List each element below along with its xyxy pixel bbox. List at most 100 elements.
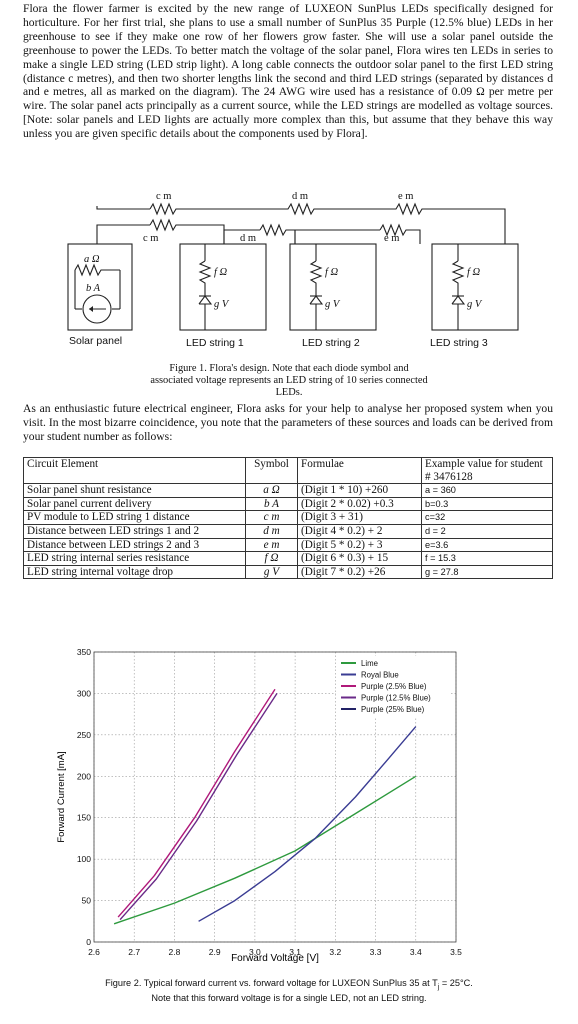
series-line-purple-12-5-blue- xyxy=(119,693,278,921)
forward-current-chart: 2.6 2.7 2.8 2.9 3.0 3.1 3.2 3.3 3.4 3.5 0 50 100 150 2… xyxy=(56,647,462,964)
cell-example: f = 15.3 xyxy=(421,551,553,566)
figure-2-caption-line2: Note that this forward voltage is for a … xyxy=(151,992,427,1003)
cell-element: Distance between LED strings 1 and 2 xyxy=(23,523,246,539)
cell-formula: (Digit 5 * 0.2) + 3 xyxy=(297,537,422,553)
legend-label: Lime xyxy=(361,659,378,668)
y-tick-label: 150 xyxy=(77,813,91,823)
label-led-string-1: LED string 1 xyxy=(186,337,244,349)
legend-label: Royal Blue xyxy=(361,671,399,680)
cell-formula: (Digit 3 + 31) xyxy=(297,510,422,525)
y-tick-label: 350 xyxy=(77,647,91,657)
label-led-string-2: LED string 2 xyxy=(302,337,360,349)
header-symbol: Symbol xyxy=(245,456,298,485)
table-row: Distance between LED strings 1 and 2 d m… xyxy=(23,523,553,539)
legend-label: Purple (12.5% Blue) xyxy=(361,694,431,703)
plot-frame xyxy=(93,651,457,943)
cell-formula: (Digit 7 * 0.2) +26 xyxy=(297,564,422,580)
label-e-bottom: e m xyxy=(384,233,399,244)
cell-element: Solar panel current delivery xyxy=(23,496,246,512)
table-row: Solar panel shunt resistance a Ω (Digit … xyxy=(23,483,553,498)
table-row: PV module to LED string 1 distance c m (… xyxy=(23,510,553,525)
table-row: LED string internal voltage drop g V (Di… xyxy=(23,564,553,580)
x-tick-label: 2.6 xyxy=(88,947,100,957)
cell-symbol: e m xyxy=(245,537,298,553)
cell-example: c=32 xyxy=(421,510,553,525)
x-tick-label: 3.5 xyxy=(450,947,462,957)
label-d-top: d m xyxy=(292,191,308,202)
cell-formula: (Digit 2 * 0.02) +0.3 xyxy=(297,496,422,512)
figure-1-caption: Figure 1. Flora's design. Note that each… xyxy=(150,363,428,398)
x-axis-label: Forward Voltage [V] xyxy=(231,953,319,964)
cell-element: Solar panel shunt resistance xyxy=(23,483,246,498)
legend-label: Purple (25% Blue) xyxy=(361,705,425,714)
y-tick-label: 50 xyxy=(82,896,92,906)
x-tick-label: 3.0 xyxy=(249,947,261,957)
header-formulae: Formulae xyxy=(297,456,422,485)
cell-element: PV module to LED string 1 distance xyxy=(23,510,246,525)
chart-ticks: 2.6 2.7 2.8 2.9 3.0 3.1 3.2 3.3 3.4 3.5 0 50 100 150 2… xyxy=(77,647,462,957)
cell-element: Distance between LED strings 2 and 3 xyxy=(23,537,246,553)
cell-example: g = 27.8 xyxy=(421,564,553,580)
cell-element: LED string internal voltage drop xyxy=(23,564,246,580)
cell-symbol: a Ω xyxy=(245,483,298,498)
y-tick-label: 200 xyxy=(77,771,91,781)
label-led-string-3: LED string 3 xyxy=(430,337,488,349)
parameter-table: Circuit Element Symbol Formulae Example … xyxy=(23,456,553,580)
chart-series xyxy=(113,688,417,925)
label-c-top: c m xyxy=(156,191,171,202)
y-tick-label: 0 xyxy=(86,937,91,947)
series-line-purple-2-5-blue- xyxy=(117,688,276,918)
cell-example: e=3.6 xyxy=(421,537,553,553)
label-b: b A xyxy=(86,283,101,294)
figure-2-caption-tail: = 25°C. xyxy=(439,978,473,988)
legend-label: Purple (2.5% Blue) xyxy=(361,682,427,691)
label-g-3: g V xyxy=(467,299,483,310)
table-row: Distance between LED strings 2 and 3 e m… xyxy=(23,537,553,553)
label-f-2: f Ω xyxy=(325,267,339,278)
table-row: Solar panel current delivery b A (Digit … xyxy=(23,496,553,512)
figure-2-caption-sub: j xyxy=(437,983,440,991)
cell-symbol: c m xyxy=(245,510,298,525)
x-tick-label: 2.9 xyxy=(209,947,221,957)
cell-element: LED string internal series resistance xyxy=(23,551,246,566)
cell-example: d = 2 xyxy=(421,523,553,539)
figure-2-caption: Figure 2. Typical forward current vs. fo… xyxy=(0,978,578,1004)
x-tick-label: 3.4 xyxy=(410,947,422,957)
cell-example: b=0.3 xyxy=(421,496,553,512)
cell-symbol: d m xyxy=(245,523,298,539)
cell-formula: (Digit 4 * 0.2) + 2 xyxy=(297,523,422,539)
label-f-3: f Ω xyxy=(467,267,481,278)
table-row: LED string internal series resistance f … xyxy=(23,551,553,566)
chart-legend: Lime Royal Blue Purple (2.5% Blue) Purple (… xyxy=(336,656,450,718)
cell-symbol: f Ω xyxy=(245,551,298,566)
cell-example: a = 360 xyxy=(421,483,553,498)
table-header-row: Circuit Element Symbol Formulae Example … xyxy=(23,456,553,485)
current-arrow-icon xyxy=(89,306,93,312)
label-e-top: e m xyxy=(398,191,413,202)
x-tick-label: 3.2 xyxy=(329,947,341,957)
y-tick-label: 250 xyxy=(77,730,91,740)
x-tick-label: 3.3 xyxy=(370,947,382,957)
figure-2-caption-line1: Figure 2. Typical forward current vs. fo… xyxy=(105,978,438,988)
x-tick-label: 2.8 xyxy=(169,947,181,957)
label-a: a Ω xyxy=(84,254,100,265)
header-example-value: Example value for student # 3476128 xyxy=(421,456,553,485)
label-g-2: g V xyxy=(325,299,341,310)
cell-symbol: b A xyxy=(245,496,298,512)
label-d-bottom: d m xyxy=(240,233,256,244)
y-tick-label: 100 xyxy=(77,854,91,864)
cell-formula: (Digit 1 * 10) +260 xyxy=(297,483,422,498)
header-circuit-element: Circuit Element xyxy=(23,456,246,485)
label-c-bottom: c m xyxy=(143,233,158,244)
cell-formula: (Digit 6 * 0.3) + 15 xyxy=(297,551,422,566)
series-line-lime xyxy=(113,775,417,925)
cell-symbol: g V xyxy=(245,564,298,580)
label-solar-panel: Solar panel xyxy=(69,335,122,347)
x-tick-label: 3.1 xyxy=(289,947,301,957)
label-g-1: g V xyxy=(214,299,230,310)
label-f-1: f Ω xyxy=(214,267,228,278)
series-line-royal-blue xyxy=(198,726,417,922)
second-paragraph: As an enthusiastic future electrical eng… xyxy=(23,402,553,443)
y-tick-label: 300 xyxy=(77,688,91,698)
intro-paragraph: Flora the flower farmer is excited by th… xyxy=(23,2,553,141)
